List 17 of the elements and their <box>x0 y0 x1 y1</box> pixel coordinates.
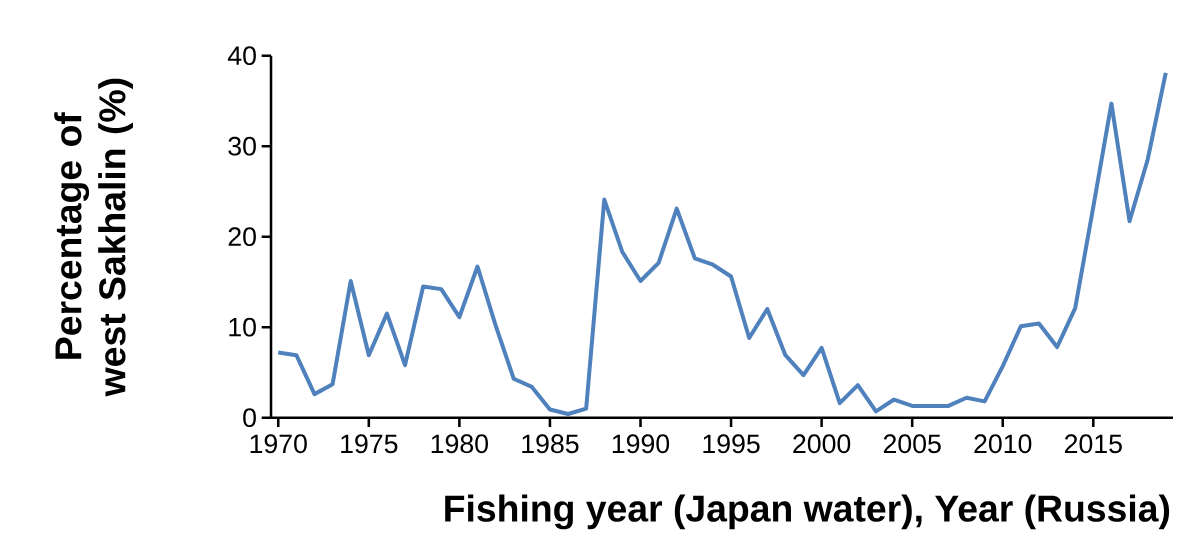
x-axis-title: Fishing year (Japan water), Year (Russia) <box>445 494 1170 530</box>
y-axis-title: Percentage of west Sakhalin (%) <box>54 78 133 397</box>
y-tick-label: 10 <box>229 317 256 337</box>
x-tick-label: 2000 <box>793 434 851 454</box>
y-tick-label: 40 <box>227 46 256 66</box>
x-tick-label: 2005 <box>883 434 941 454</box>
x-tick-label: 1970 <box>250 434 307 454</box>
y-tick-label: 30 <box>228 136 256 156</box>
y-tick-label: 0 <box>243 408 256 428</box>
y-tick-label: 20 <box>228 227 256 247</box>
x-tick-label: 1995 <box>703 434 760 454</box>
x-tick-label: 1990 <box>612 434 670 454</box>
x-tick-label: 1980 <box>431 434 488 454</box>
x-tick-label: 1985 <box>522 434 579 454</box>
x-tick-label: 2010 <box>974 434 1032 454</box>
x-tick-label: 2015 <box>1064 434 1122 454</box>
x-tick-label: 1975 <box>341 434 398 454</box>
